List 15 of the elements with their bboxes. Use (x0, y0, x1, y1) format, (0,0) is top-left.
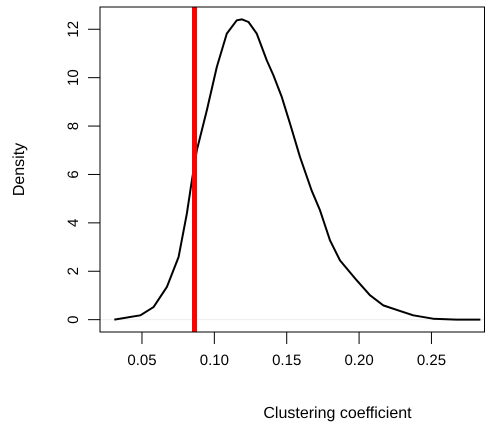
y-tick-label: 6 (65, 170, 82, 179)
y-tick-label: 12 (65, 20, 82, 38)
y-tick-label: 0 (65, 315, 82, 324)
y-tick-label: 8 (65, 122, 82, 130)
y-axis-title: Density (11, 142, 28, 196)
y-tick-label: 10 (65, 69, 82, 86)
x-tick-label: 0.15 (272, 352, 302, 369)
y-tick-label: 2 (65, 267, 82, 276)
x-tick-label: 0.20 (344, 352, 374, 369)
x-axis-title: Clustering coefficient (263, 405, 412, 422)
x-tick-label: 0.10 (200, 352, 229, 369)
x-tick-label: 0.05 (127, 352, 157, 369)
x-tick-label: 0.25 (416, 352, 446, 369)
line-series (113, 18, 482, 321)
y-tick-label: 4 (65, 218, 82, 228)
